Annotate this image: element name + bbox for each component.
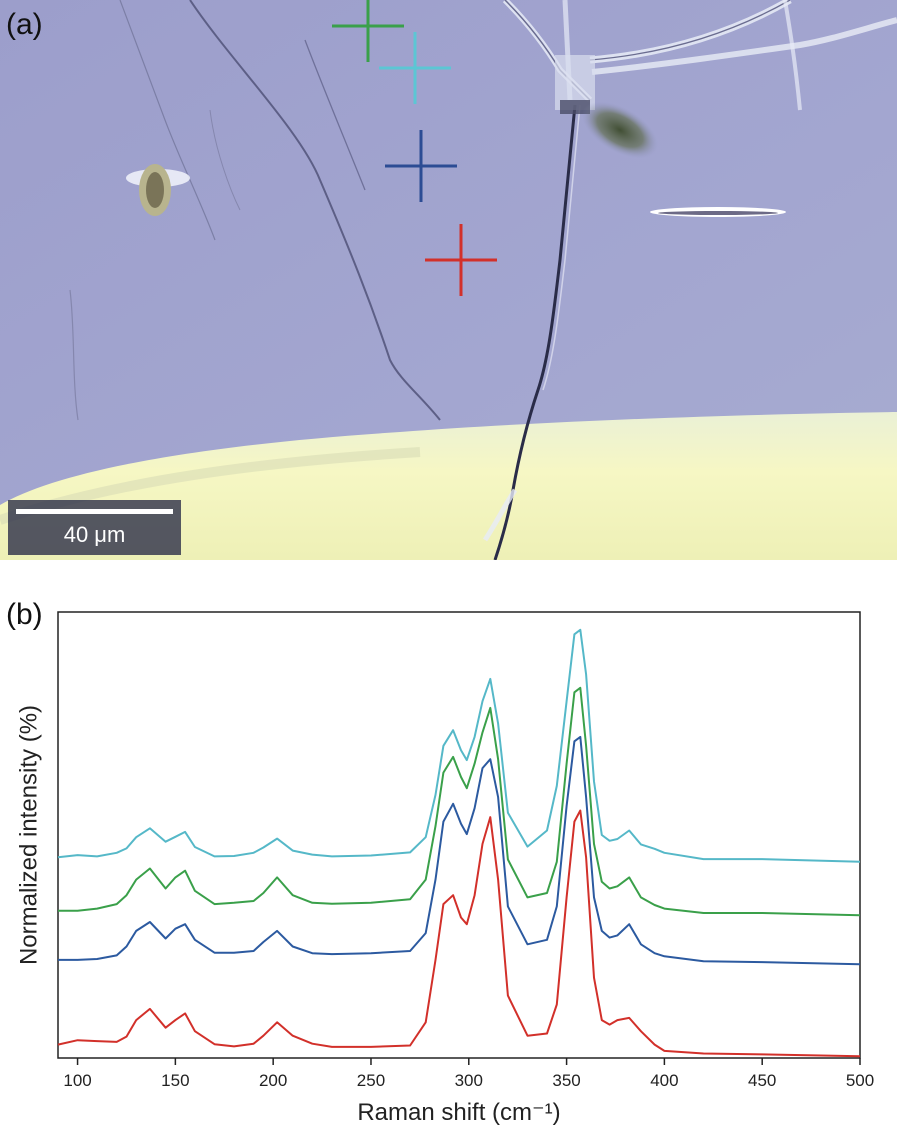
x-tick-label: 300: [455, 1071, 483, 1090]
y-axis-label: Normalized intensity (%): [15, 705, 42, 965]
scale-bar: 40 μm: [8, 500, 181, 555]
x-tick-label: 200: [259, 1071, 287, 1090]
plot-frame: [57, 611, 861, 1059]
raman-chart: 100 150 200 250 300 350 400 450 500 Raman shift …: [0, 590, 897, 1132]
x-axis-label: Raman shift (cm⁻¹): [357, 1099, 560, 1126]
panel-label-a: (a): [6, 8, 43, 41]
measurement-marker: [425, 224, 497, 296]
series-line-4: [57, 809, 861, 1058]
measurement-marker: [332, 0, 404, 62]
x-tick-label: 400: [650, 1071, 678, 1090]
x-tick-label: 100: [63, 1071, 91, 1090]
x-tick-label: 250: [357, 1071, 385, 1090]
x-tick-label: 450: [748, 1071, 776, 1090]
measurement-marker: [385, 130, 457, 202]
raman-chart-svg: 100 150 200 250 300 350 400 450 500 Raman shift …: [15, 611, 874, 1126]
series-line-2: [58, 686, 861, 917]
scale-bar-line: [16, 509, 173, 514]
series-line-3: [58, 735, 861, 966]
micrograph-image: 40 μm: [0, 0, 897, 560]
micrograph-drawing: [0, 0, 897, 560]
x-tick-label: 150: [161, 1071, 189, 1090]
panel-label-b: (b): [6, 598, 43, 631]
scale-bar-label: 40 μm: [63, 522, 126, 547]
x-tick-label: 500: [846, 1071, 874, 1090]
x-tick-label: 350: [552, 1071, 580, 1090]
measurement-marker: [379, 32, 451, 104]
series-line-1: [57, 628, 861, 863]
